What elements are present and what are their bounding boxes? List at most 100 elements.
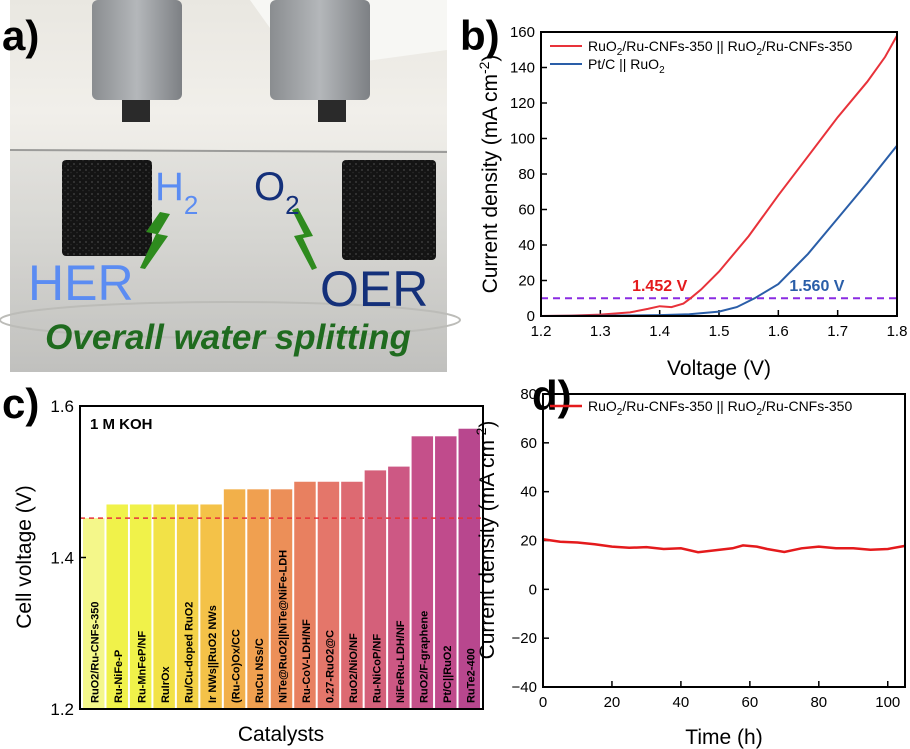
panel-b-label: b): [460, 12, 500, 59]
o2-label: O2: [254, 165, 300, 220]
d-ytick-label: 40: [520, 484, 537, 501]
her-label: HER: [28, 255, 134, 311]
d-xtick-label: 100: [875, 694, 900, 711]
d-xtick-label: 40: [673, 694, 690, 711]
b-ytick-label: 20: [518, 273, 535, 290]
c-bar: [341, 481, 363, 709]
d-xtick-label: 20: [604, 694, 621, 711]
panel-b-series: [540, 35, 898, 317]
photo-water-surface: [9, 149, 448, 153]
d-xlabel: Time (h): [685, 726, 762, 749]
d-ytick-label: −40: [512, 679, 537, 696]
c-bar-label: Ru/Cu-doped RuO2: [184, 602, 196, 703]
c-ytick-label: 1.4: [50, 549, 74, 568]
d-ytick-label: 20: [520, 533, 537, 550]
c-bar-label: NiFeRu-LDH/NF: [395, 620, 407, 703]
panel-d-chart: d) 0 20 40 60 80 100 −40 −20 0 20 40 60 80 RuO2/Ru-C…: [473, 372, 906, 749]
c-ylabel: Cell voltage (V): [13, 485, 36, 629]
c-bar-label: Ru-NiCoP/NF: [371, 634, 383, 703]
c-bar-label: RuIrOx: [160, 665, 172, 703]
c-bar-label: 0.27-RuO2@C: [324, 630, 336, 703]
d-legend-label: RuO2/Ru-CNFs-350 || RuO2/Ru-CNFs-350: [588, 398, 852, 418]
c-bar: [435, 436, 457, 709]
d-xtick-label: 80: [810, 694, 827, 711]
c-bar: [294, 481, 316, 709]
panel-b-frame: [540, 31, 898, 317]
c-annotation: 1 M KOH: [90, 416, 153, 433]
c-bar: [364, 470, 387, 709]
b-xtick-label: 1.8: [887, 323, 908, 340]
c-bar: [247, 489, 269, 709]
c-bar-label: (Ru-Co)Ox/CC: [231, 629, 243, 703]
b-xtick-label: 1.6: [768, 323, 789, 340]
c-bar-label: RuO2/NiO/NF: [348, 633, 360, 703]
c-bar: [223, 489, 246, 709]
b-annotation-1: 1.452 V: [632, 278, 687, 295]
her-electrode: [62, 160, 152, 256]
c-bar-label: Pt/C||RuO2: [442, 646, 454, 704]
panel-d-ticks: 0 20 40 60 80 100 −40 −20 0 20 40 60 80: [512, 386, 901, 711]
d-ytick-label: 60: [520, 435, 537, 452]
d-ytick-label: 80: [520, 386, 537, 403]
c-xlabel: Catalysts: [238, 723, 324, 746]
her-bolt-icon: [140, 212, 170, 269]
c-bar: [153, 504, 175, 709]
c-bar-label: Ru-CoV-LDH/NF: [301, 619, 313, 703]
left-clamp-stem: [122, 100, 150, 122]
b-legend-label-1: RuO2/Ru-CNFs-350 || RuO2/Ru-CNFs-350: [588, 38, 852, 58]
panel-c-bars: RuO2/Ru-CNFs-350 Ru-NiFe-P Ru-MnFeP/NF RuIr…: [83, 428, 480, 709]
c-bar: [129, 504, 152, 709]
panel-c-chart: c) RuO2/Ru-CNFs-350 Ru-NiFe-P Ru-MnFeP/NF R…: [2, 380, 484, 746]
b-xtick-label: 1.5: [709, 323, 730, 340]
panel-a-photo: H2 O2 HER OER Overall water splitting a): [0, 0, 461, 372]
b-ytick-label: 160: [510, 24, 535, 41]
c-bar: [176, 504, 199, 709]
panel-c-frame: [79, 405, 484, 710]
photo-glass-rim: [0, 301, 461, 339]
c-bar: [200, 504, 222, 709]
panel-d-series: [542, 538, 906, 554]
c-bar-label: Ru-MnFeP/NF: [137, 631, 149, 703]
c-bar: [83, 518, 105, 709]
panel-b-chart: b) 1.2 1.3 1.4 1.5 1.6 1.7 1.80204060801001201…: [460, 12, 907, 380]
c-ytick-label: 1.2: [50, 700, 74, 719]
b-xtick-label: 1.2: [531, 323, 552, 340]
h2-label: H2: [155, 165, 198, 220]
b-series-line-1: [540, 35, 898, 317]
b-xtick-label: 1.3: [590, 323, 611, 340]
c-ytick-label: 1.6: [50, 397, 74, 416]
panel-c-ticks: 1.2 1.4 1.6: [50, 397, 86, 719]
oer-bolt-icon: [292, 208, 317, 270]
b-ytick-label: 140: [510, 60, 535, 77]
right-clamp: [270, 0, 370, 100]
c-bar: [388, 466, 410, 709]
panel-d-label: d): [532, 372, 572, 419]
c-bar: [317, 481, 340, 709]
c-bar-label: RuO2/Ru-CNFs-350: [90, 602, 102, 703]
panel-b-ticks: 1.2 1.3 1.4 1.5 1.6 1.7 1.8 0 20 40 60 80 100 120 140 1…: [510, 24, 907, 340]
b-xtick-label: 1.4: [649, 323, 670, 340]
c-bar-label: Ir NWs||RuO2 NWs: [207, 605, 219, 703]
b-xlabel: Voltage (V): [667, 357, 771, 380]
panel-a-label: a): [2, 12, 39, 59]
b-ytick-label: 0: [527, 308, 535, 325]
d-xtick-label: 60: [742, 694, 759, 711]
b-legend-label-2: Pt/C || RuO2: [588, 56, 665, 76]
b-annotation-2: 1.560 V: [789, 278, 844, 295]
d-xtick-label: 0: [539, 694, 547, 711]
d-ylabel: Current density (mA cm-2): [473, 421, 499, 660]
b-ytick-label: 120: [510, 95, 535, 112]
oer-electrode: [342, 160, 436, 260]
panel-c-label: c): [2, 380, 39, 427]
b-ytick-label: 100: [510, 131, 535, 148]
c-bar: [270, 489, 293, 709]
b-ytick-label: 60: [518, 202, 535, 219]
c-bar: [458, 428, 480, 709]
d-ytick-label: −20: [512, 630, 537, 647]
b-ylabel: Current density (mA cm-2): [476, 55, 502, 294]
b-xtick-label: 1.7: [827, 323, 848, 340]
c-bar: [106, 504, 128, 709]
d-series-line-1: [542, 538, 906, 554]
c-bar-label: NiTe@RuO2||NiTe@NiFe-LDH: [278, 550, 290, 703]
right-clamp-stem: [318, 100, 346, 122]
